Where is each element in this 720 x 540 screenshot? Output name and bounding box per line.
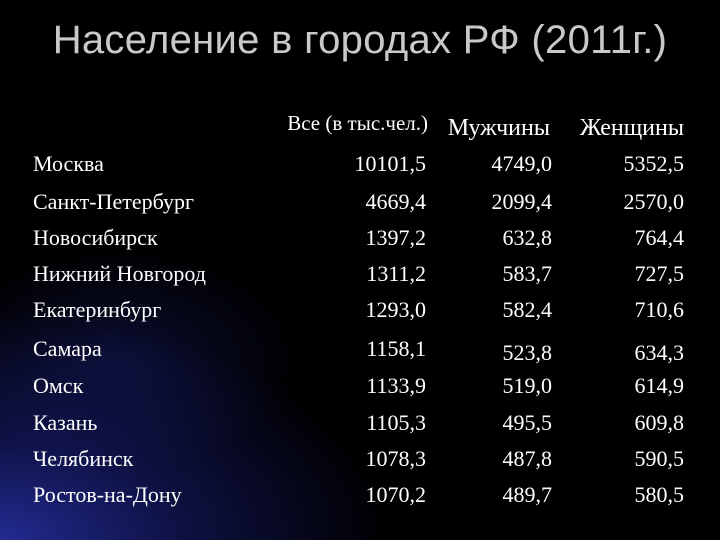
women-value: 710,6	[634, 297, 685, 322]
city-name: Санкт-Петербург	[33, 189, 194, 214]
women-value: 614,9	[634, 373, 685, 398]
table-row: Москва 10101,5 4749,0 5352,5	[0, 151, 720, 183]
men-value: 4749,0	[491, 151, 553, 176]
total-value: 1078,3	[365, 446, 427, 471]
table-row: Самара 1158,1 523,8 634,3	[0, 336, 720, 368]
city-name: Новосибирск	[33, 225, 158, 250]
table-row: Екатеринбург 1293,0 582,4 710,6	[0, 297, 720, 329]
men-value: 487,8	[502, 446, 553, 471]
women-value: 590,5	[634, 446, 685, 471]
men-value: 495,5	[502, 410, 553, 435]
total-value: 1070,2	[365, 482, 427, 507]
total-value: 1158,1	[366, 336, 426, 361]
table-row: Новосибирск 1397,2 632,8 764,4	[0, 225, 720, 257]
header-total: Все (в тыс.чел.)	[287, 111, 428, 135]
header-women: Женщины	[579, 115, 684, 141]
table-row: Санкт-Петербург 4669,4 2099,4 2570,0	[0, 189, 720, 221]
header-men: Мужчины	[447, 115, 550, 141]
total-value: 10101,5	[354, 151, 427, 176]
men-value: 523,8	[502, 340, 553, 365]
table-row: Казань 1105,3 495,5 609,8	[0, 410, 720, 442]
total-value: 1133,9	[366, 373, 426, 398]
city-name: Ростов-на-Дону	[33, 482, 182, 507]
men-value: 583,7	[502, 261, 553, 286]
total-value: 1293,0	[365, 297, 427, 322]
city-name: Самара	[33, 336, 102, 361]
men-value: 519,0	[502, 373, 553, 398]
women-value: 2570,0	[623, 189, 685, 214]
men-value: 582,4	[502, 297, 553, 322]
women-value: 634,3	[634, 340, 685, 365]
table-row: Челябинск 1078,3 487,8 590,5	[0, 446, 720, 478]
city-name: Казань	[33, 410, 98, 435]
men-value: 489,7	[502, 482, 553, 507]
table-row: Ростов-на-Дону 1070,2 489,7 580,5	[0, 482, 720, 514]
total-value: 1105,3	[366, 410, 426, 435]
women-value: 609,8	[634, 410, 685, 435]
men-value: 632,8	[502, 225, 553, 250]
total-value: 4669,4	[365, 189, 427, 214]
women-value: 580,5	[634, 482, 685, 507]
total-value: 1311,2	[366, 261, 426, 286]
women-value: 727,5	[634, 261, 685, 286]
men-value: 2099,4	[491, 189, 553, 214]
table-row: Омск 1133,9 519,0 614,9	[0, 373, 720, 405]
total-value: 1397,2	[365, 225, 427, 250]
slide-title: Население в городах РФ (2011г.)	[52, 18, 668, 62]
table-row: Нижний Новгород 1311,2 583,7 727,5	[0, 261, 720, 293]
city-name: Омск	[33, 373, 84, 398]
women-value: 5352,5	[623, 151, 685, 176]
city-name: Нижний Новгород	[33, 261, 206, 286]
city-name: Челябинск	[33, 446, 134, 471]
women-value: 764,4	[634, 225, 685, 250]
city-name: Москва	[33, 151, 104, 176]
city-name: Екатеринбург	[33, 297, 162, 322]
